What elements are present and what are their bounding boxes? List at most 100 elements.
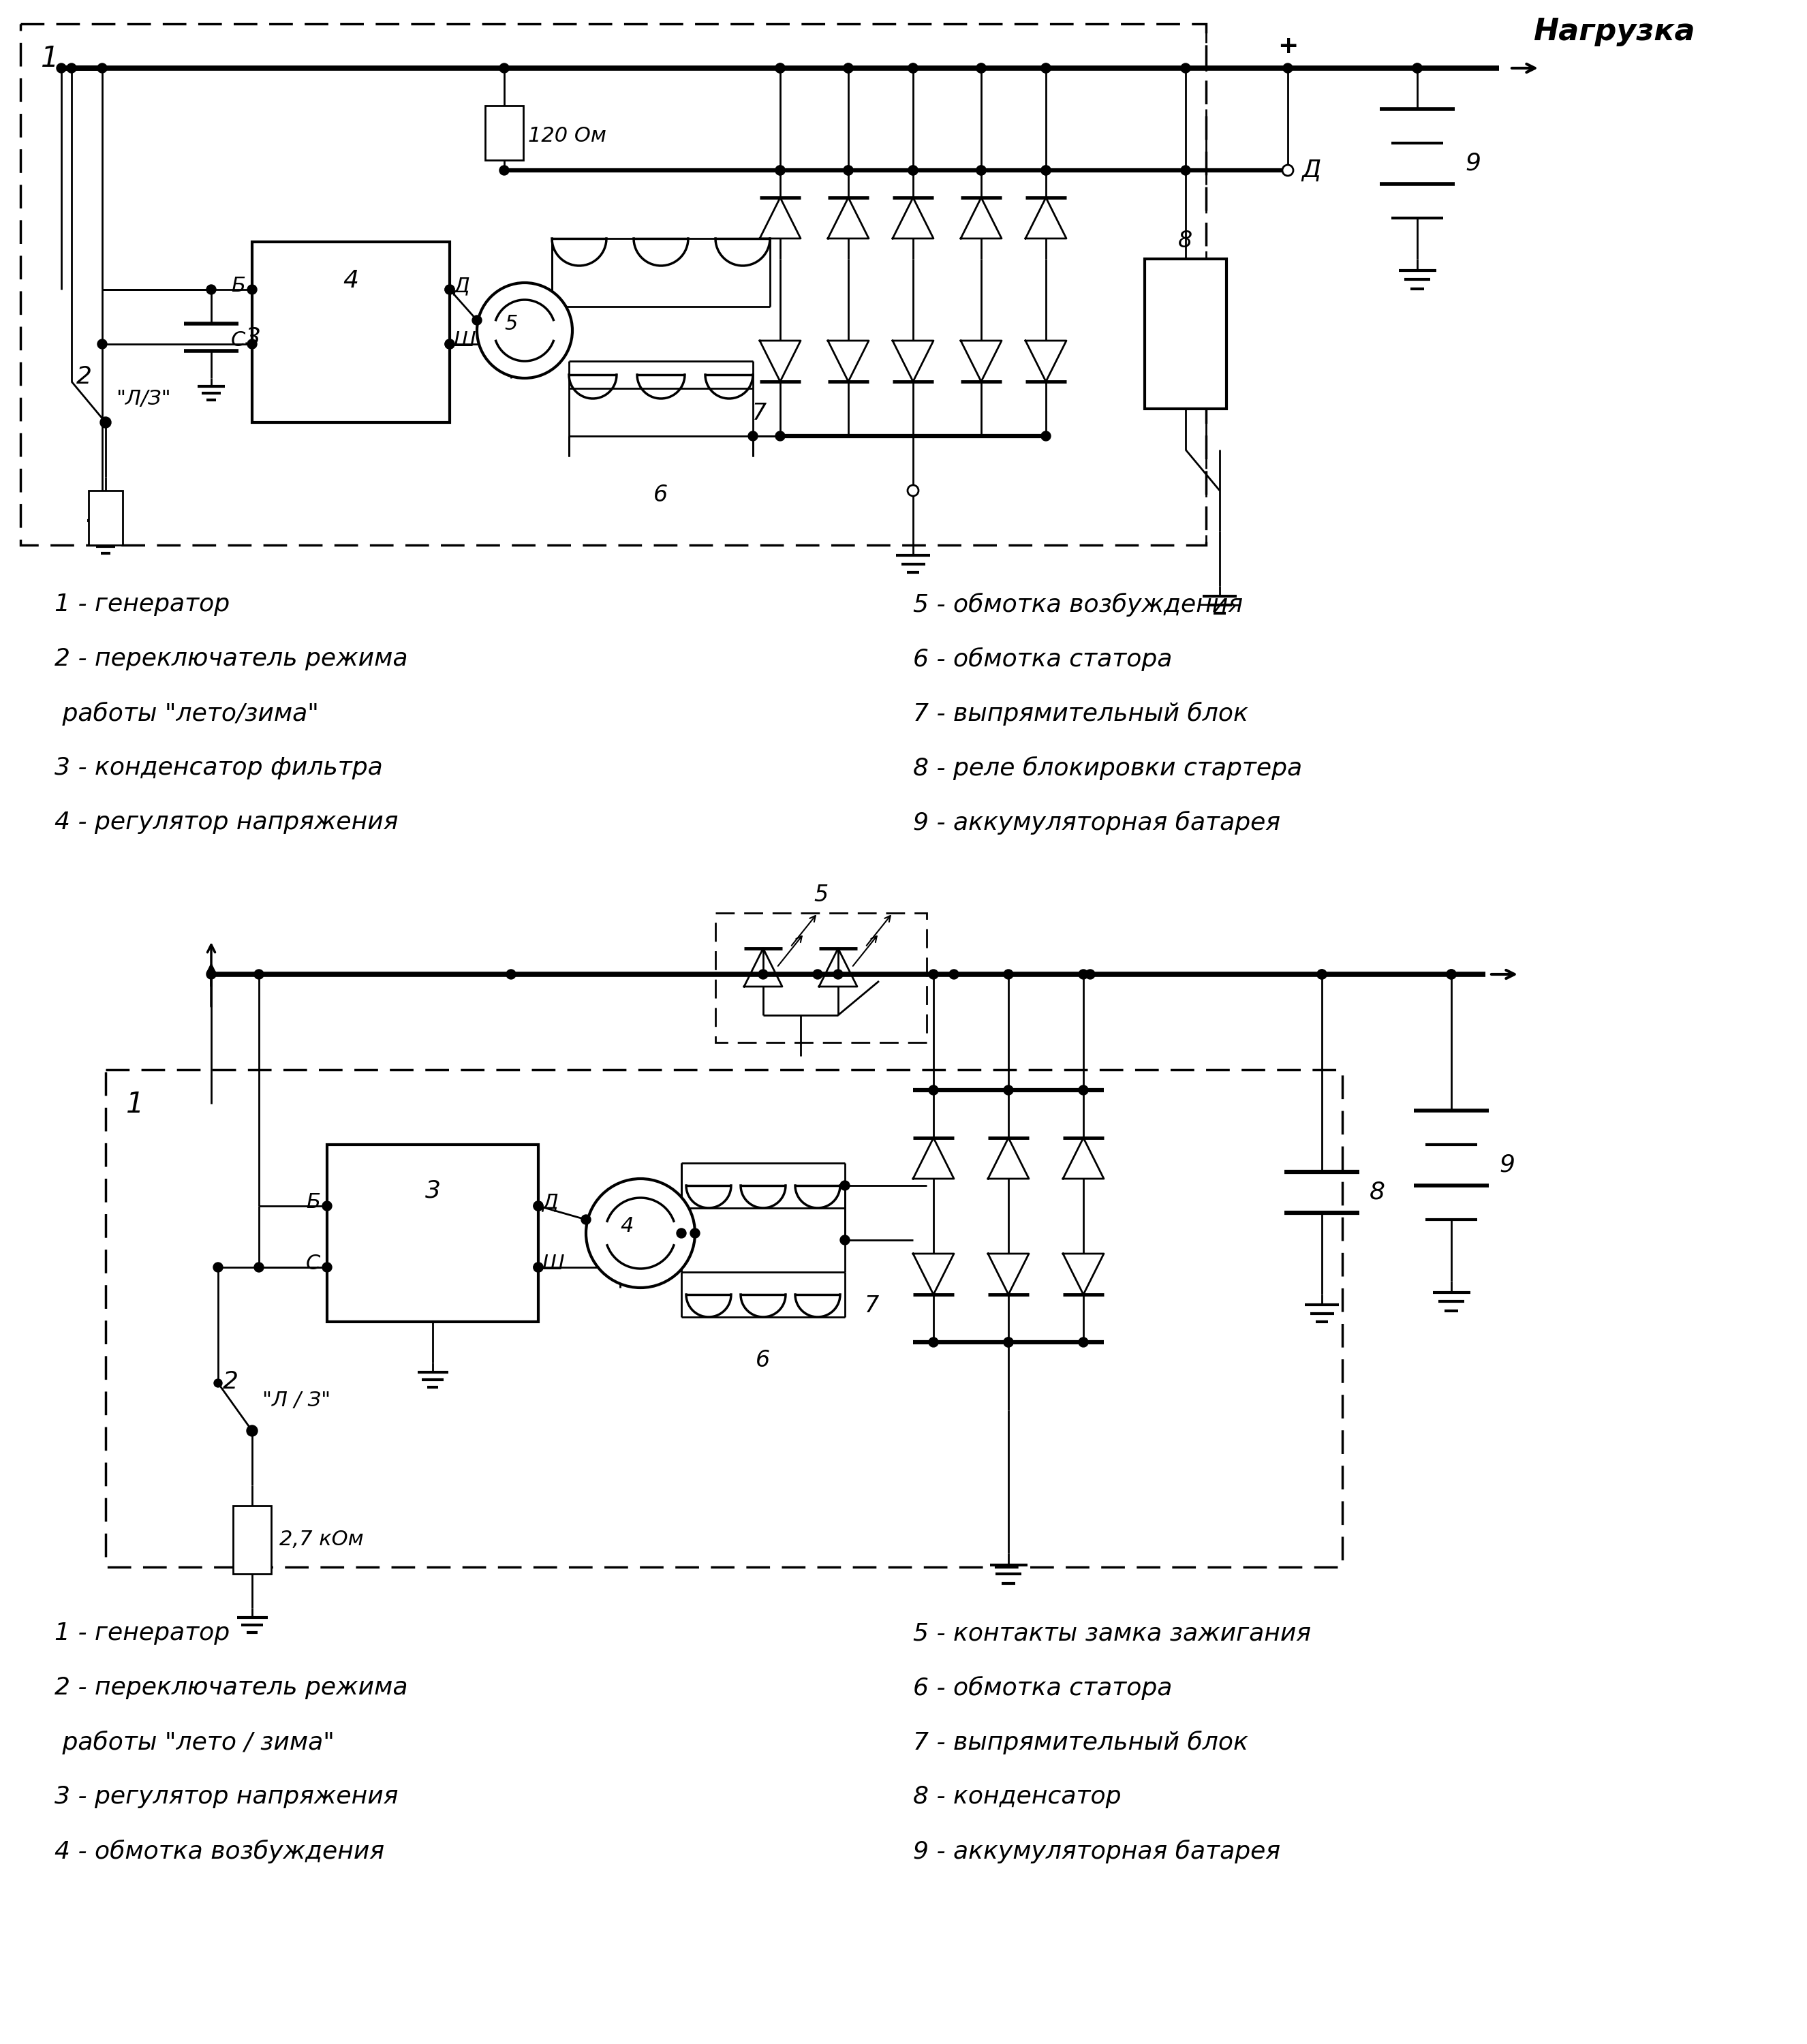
Circle shape bbox=[499, 166, 510, 176]
Text: Д: Д bbox=[1301, 159, 1321, 182]
Text: 2,7 кОм: 2,7 кОм bbox=[280, 1529, 363, 1549]
Circle shape bbox=[907, 484, 918, 497]
Circle shape bbox=[1317, 969, 1326, 979]
Circle shape bbox=[533, 1263, 544, 1271]
Circle shape bbox=[1003, 1085, 1014, 1096]
Circle shape bbox=[99, 417, 110, 427]
Text: 1 - генератор: 1 - генератор bbox=[54, 593, 229, 615]
Circle shape bbox=[976, 166, 987, 176]
Text: 4 - обмотка возбуждения: 4 - обмотка возбуждения bbox=[54, 1840, 385, 1864]
Circle shape bbox=[1413, 63, 1422, 74]
Text: Д: Д bbox=[542, 1192, 558, 1212]
Circle shape bbox=[1041, 166, 1050, 176]
Circle shape bbox=[1041, 166, 1050, 176]
Circle shape bbox=[67, 63, 76, 74]
Circle shape bbox=[322, 1263, 332, 1271]
Circle shape bbox=[929, 1085, 938, 1096]
Circle shape bbox=[98, 339, 107, 350]
Circle shape bbox=[585, 1179, 696, 1288]
Circle shape bbox=[775, 431, 784, 442]
Text: 8 - реле блокировки стартера: 8 - реле блокировки стартера bbox=[913, 756, 1303, 781]
Text: 1: 1 bbox=[42, 45, 60, 74]
Circle shape bbox=[1180, 63, 1191, 74]
Bar bbox=[484, 106, 524, 159]
Text: 2 - переключатель режима: 2 - переключатель режима bbox=[54, 1676, 408, 1699]
Text: 9: 9 bbox=[1500, 1153, 1514, 1177]
Circle shape bbox=[844, 166, 853, 176]
Circle shape bbox=[445, 284, 455, 294]
Circle shape bbox=[472, 315, 482, 325]
Circle shape bbox=[1079, 969, 1088, 979]
Text: 6 - обмотка статора: 6 - обмотка статора bbox=[913, 1676, 1173, 1701]
Circle shape bbox=[1413, 63, 1422, 74]
Circle shape bbox=[1086, 969, 1095, 979]
Circle shape bbox=[445, 339, 455, 350]
Circle shape bbox=[445, 284, 455, 294]
Circle shape bbox=[844, 63, 853, 74]
Text: +: + bbox=[1278, 35, 1297, 57]
Circle shape bbox=[976, 166, 987, 176]
Circle shape bbox=[690, 1228, 699, 1239]
Bar bbox=[20, 25, 1205, 546]
Circle shape bbox=[255, 1263, 264, 1271]
Circle shape bbox=[1003, 1337, 1014, 1347]
Text: Б: Б bbox=[305, 1192, 320, 1212]
Circle shape bbox=[1041, 63, 1050, 74]
Text: работы "лето/зима": работы "лето/зима" bbox=[54, 701, 318, 726]
Text: 2: 2 bbox=[76, 366, 92, 388]
Circle shape bbox=[909, 63, 918, 74]
Circle shape bbox=[322, 1202, 332, 1210]
Circle shape bbox=[813, 969, 822, 979]
Circle shape bbox=[499, 63, 510, 74]
Circle shape bbox=[533, 1263, 544, 1271]
Text: 4: 4 bbox=[343, 270, 360, 292]
Circle shape bbox=[213, 1380, 222, 1388]
Text: 1: 1 bbox=[126, 1089, 145, 1118]
Circle shape bbox=[1079, 1085, 1088, 1096]
Bar bbox=[105, 1069, 1343, 1568]
Circle shape bbox=[56, 63, 67, 74]
Circle shape bbox=[775, 63, 784, 74]
Circle shape bbox=[1041, 63, 1050, 74]
Text: С: С bbox=[231, 331, 246, 350]
Text: 9 - аккумуляторная батарея: 9 - аккумуляторная батарея bbox=[913, 1840, 1281, 1864]
Circle shape bbox=[840, 1181, 849, 1190]
Circle shape bbox=[1041, 431, 1050, 442]
Circle shape bbox=[248, 284, 257, 294]
Text: С: С bbox=[305, 1253, 320, 1273]
Circle shape bbox=[759, 969, 768, 979]
Circle shape bbox=[98, 63, 107, 74]
Circle shape bbox=[506, 969, 515, 979]
Circle shape bbox=[833, 969, 842, 979]
Text: 3 - конденсатор фильтра: 3 - конденсатор фильтра bbox=[54, 756, 383, 779]
Circle shape bbox=[748, 431, 757, 442]
Text: Ш: Ш bbox=[542, 1253, 564, 1273]
Text: 5: 5 bbox=[813, 883, 828, 905]
Text: 5 - обмотка возбуждения: 5 - обмотка возбуждения bbox=[913, 593, 1243, 617]
Circle shape bbox=[909, 63, 918, 74]
Circle shape bbox=[445, 339, 455, 350]
Text: 7 - выпрямительный блок: 7 - выпрямительный блок bbox=[913, 701, 1249, 726]
Text: 5 - контакты замка зажигания: 5 - контакты замка зажигания bbox=[913, 1621, 1312, 1645]
Circle shape bbox=[1003, 1337, 1014, 1347]
Circle shape bbox=[844, 166, 853, 176]
Bar bbox=[233, 1506, 271, 1574]
Circle shape bbox=[929, 1337, 938, 1347]
Text: 4: 4 bbox=[620, 1216, 634, 1237]
Text: Нагрузка: Нагрузка bbox=[1532, 16, 1695, 47]
Circle shape bbox=[976, 63, 987, 74]
Circle shape bbox=[1283, 166, 1294, 176]
Circle shape bbox=[248, 1425, 258, 1437]
Text: 8: 8 bbox=[1370, 1181, 1386, 1204]
Text: 8 - конденсатор: 8 - конденсатор bbox=[913, 1784, 1120, 1809]
Circle shape bbox=[1079, 1337, 1088, 1347]
Text: "Л / З": "Л / З" bbox=[262, 1390, 331, 1410]
Circle shape bbox=[775, 166, 784, 176]
Text: работы "лето / зима": работы "лето / зима" bbox=[54, 1731, 334, 1754]
Circle shape bbox=[1447, 969, 1456, 979]
Circle shape bbox=[844, 63, 853, 74]
Circle shape bbox=[1180, 166, 1191, 176]
Circle shape bbox=[1447, 969, 1456, 979]
Text: Д: Д bbox=[454, 276, 470, 296]
Circle shape bbox=[582, 1214, 591, 1224]
